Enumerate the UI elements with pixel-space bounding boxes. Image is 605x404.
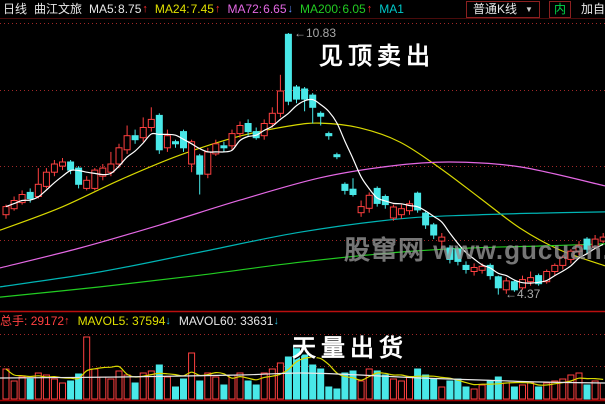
peak-price-label: ←10.83	[294, 26, 337, 40]
ma200-arrow-icon: ↑	[366, 3, 373, 15]
ma5-value: 8.75	[118, 2, 142, 16]
total-volume-value: 29172	[30, 314, 65, 328]
mavol5-arrow-icon: ↓	[165, 315, 171, 327]
ma200-label: MA200:	[300, 2, 342, 16]
add-to-watchlist-button[interactable]: 加自	[580, 2, 605, 16]
ma200-value: 6.05	[342, 2, 366, 16]
mavol60-item: MAVOL60: 33631 ↓	[179, 312, 279, 330]
kline-type-dropdown[interactable]: 普通K线 ▼	[466, 0, 540, 18]
inner-button[interactable]: 内	[548, 0, 571, 18]
ma1-label: MA1	[379, 2, 404, 16]
ma5-arrow-icon: ↑	[142, 3, 148, 15]
ma72-arrow-icon: ↓	[287, 3, 294, 15]
low-price-label: ←4.37	[505, 287, 541, 301]
volume-pane-header: 总手: 29172 ↑ MAVOL5: 37594 ↓ MAVOL60: 33631…	[0, 312, 605, 330]
mavol60-label: MAVOL60:	[178, 314, 237, 328]
legend-ma1: MA1	[379, 0, 404, 18]
total-volume-label: 总手:	[0, 314, 28, 328]
kline-type-value: 普通K线	[473, 1, 518, 16]
mavol60-value: 33631	[240, 314, 274, 328]
ma24-label: MA24:	[154, 2, 190, 16]
watermark: 股窜网 www.gucuan.com	[344, 235, 605, 265]
mavol5-item: MAVOL5: 37594 ↓	[78, 312, 171, 330]
ma72-label: MA72:	[227, 2, 263, 16]
period-label[interactable]: 日线	[3, 2, 28, 16]
stock-name: 曲江文旅	[34, 2, 83, 16]
total-volume: 总手: 29172 ↑	[0, 312, 70, 330]
ma24-arrow-icon: ↑	[214, 3, 221, 15]
mavol5-label: MAVOL5:	[77, 314, 129, 328]
volume-out-annotation: 天量出货	[292, 335, 408, 362]
ma72-value: 6.65	[263, 2, 287, 16]
top-toolbar: 日线 曲江文旅 MA5: 8.75 ↑ MA24: 7.45 ↑ MA72: 6…	[0, 0, 605, 19]
legend-ma72: MA72: 6.65 ↓	[227, 0, 293, 18]
legend-ma200: MA200: 6.05 ↑	[300, 0, 372, 18]
ma24-value: 7.45	[190, 2, 214, 16]
mavol60-arrow-icon: ↓	[273, 315, 279, 327]
sell-top-annotation: 见顶卖出	[319, 43, 435, 70]
legend-ma24: MA24: 7.45 ↑	[155, 0, 221, 18]
mavol5-value: 37594	[132, 314, 166, 328]
chevron-down-icon: ▼	[525, 4, 533, 14]
legend-ma5: MA5: 8.75 ↑	[89, 0, 148, 18]
ma5-label: MA5:	[89, 2, 118, 16]
total-volume-arrow-icon: ↑	[64, 315, 70, 327]
